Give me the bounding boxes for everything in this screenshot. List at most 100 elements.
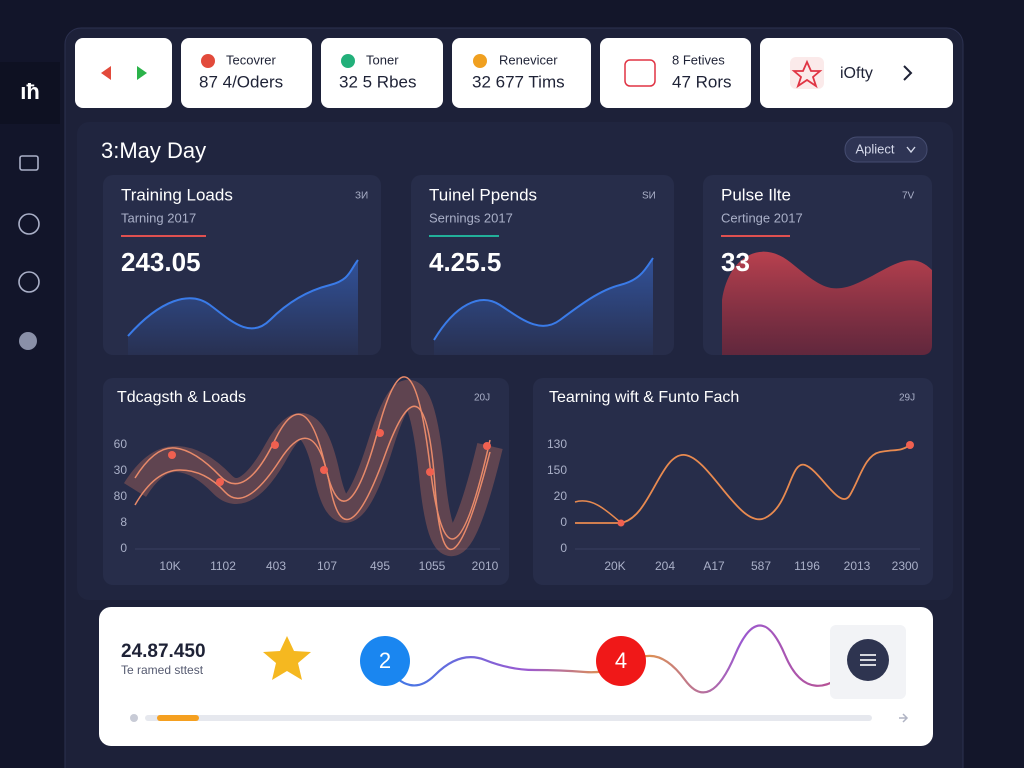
metric-corner: 7V bbox=[902, 191, 915, 202]
logo: ıħ bbox=[20, 79, 40, 104]
card-icon bbox=[201, 54, 215, 68]
point bbox=[168, 451, 176, 459]
card-label: 8 Fetives bbox=[672, 52, 725, 67]
dropdown-icon bbox=[906, 146, 916, 154]
x-label: 20K bbox=[604, 559, 625, 573]
sparkline bbox=[433, 257, 654, 341]
x-label: 1196 bbox=[794, 559, 820, 573]
y-label: 0 bbox=[560, 541, 567, 555]
nav-icon[interactable] bbox=[19, 155, 39, 171]
stat-card[interactable] bbox=[181, 38, 312, 108]
card-value: 87 4/Oders bbox=[199, 72, 283, 91]
point bbox=[216, 478, 224, 486]
sparkline-area bbox=[128, 260, 358, 355]
x-label: 403 bbox=[266, 559, 286, 573]
filter-label: Apliect bbox=[855, 141, 894, 156]
nav-card[interactable] bbox=[75, 38, 172, 108]
menu-icon bbox=[860, 654, 876, 666]
y-label: 60 bbox=[114, 437, 128, 451]
x-label: 1102 bbox=[210, 559, 236, 573]
area-chart bbox=[722, 251, 932, 355]
card-value: 32 677 Tims bbox=[472, 72, 565, 91]
point bbox=[483, 442, 491, 450]
point bbox=[617, 519, 625, 527]
star bbox=[263, 636, 311, 680]
progress-fill bbox=[157, 715, 199, 721]
progress-track bbox=[145, 715, 872, 721]
metric-subtitle: Certinge 2017 bbox=[721, 210, 803, 225]
point bbox=[320, 466, 328, 474]
x-label: 495 bbox=[370, 559, 390, 573]
y-label: 8 bbox=[120, 515, 127, 529]
chart-title: Tdcagsth & Loads bbox=[117, 389, 246, 406]
metric-corner: ЗИ bbox=[355, 191, 368, 202]
badge[interactable] bbox=[360, 636, 410, 686]
track-dot bbox=[130, 714, 138, 722]
card-label: iOfty bbox=[840, 65, 873, 82]
stat-card[interactable] bbox=[452, 38, 591, 108]
sparkline bbox=[127, 259, 359, 337]
card-label: Toner bbox=[366, 52, 399, 67]
line bbox=[575, 444, 911, 524]
y-label: 0 bbox=[560, 515, 567, 529]
nav-icon[interactable] bbox=[18, 213, 40, 235]
y-label: 130 bbox=[547, 437, 567, 451]
footer-value: 24.87.450 bbox=[121, 641, 206, 662]
chart-corner: 29J bbox=[899, 393, 915, 404]
x-label: 107 bbox=[317, 559, 337, 573]
metric-title: Tuinel Ppends bbox=[429, 185, 537, 204]
chevron[interactable] bbox=[903, 65, 913, 81]
card-icon bbox=[473, 54, 487, 68]
y-label: 0 bbox=[120, 541, 127, 555]
x-label: 1055 bbox=[419, 559, 446, 573]
y-label: 20 bbox=[554, 489, 568, 503]
badge-label: 4 bbox=[615, 648, 627, 673]
filter-button[interactable] bbox=[844, 136, 928, 163]
stat-card[interactable] bbox=[600, 38, 751, 108]
band-lower bbox=[134, 405, 491, 551]
chart-card bbox=[533, 378, 933, 585]
point bbox=[376, 429, 384, 437]
x-label: 10K bbox=[159, 559, 180, 573]
point bbox=[906, 441, 914, 449]
nav-icon[interactable] bbox=[18, 271, 40, 293]
x-label: A17 bbox=[703, 559, 725, 573]
point bbox=[271, 441, 279, 449]
chart-title: Tearning wift & Funto Fach bbox=[549, 389, 739, 406]
arrow-left[interactable] bbox=[101, 66, 111, 80]
card-icon bbox=[341, 54, 355, 68]
card-value: 47 Rors bbox=[672, 72, 732, 91]
points bbox=[168, 429, 491, 486]
nav-icon[interactable] bbox=[19, 332, 37, 350]
footer-caption: Te ramed sttest bbox=[121, 663, 204, 677]
arrow-right[interactable] bbox=[137, 66, 147, 80]
card-label: Tecovrer bbox=[226, 52, 277, 67]
point bbox=[426, 468, 434, 476]
x-label: 204 bbox=[655, 559, 675, 573]
sparkline-area bbox=[434, 258, 653, 355]
section-title: 3:May Day bbox=[101, 138, 206, 163]
metric-title: Pulse Ilte bbox=[721, 185, 791, 204]
card-icon bbox=[624, 59, 656, 87]
metric-subtitle: Sernings 2017 bbox=[429, 210, 513, 225]
star-icon bbox=[791, 59, 823, 89]
line bbox=[574, 500, 621, 523]
metric-subtitle: Tarning 2017 bbox=[121, 210, 196, 225]
logo-bg bbox=[0, 62, 60, 124]
chart-corner: 20J bbox=[474, 393, 490, 404]
card-label: Renevicer bbox=[499, 52, 558, 67]
next-arrow[interactable] bbox=[899, 713, 909, 723]
card-value: 32 5 Rbes bbox=[339, 72, 417, 91]
metric-value: 243.05 bbox=[121, 247, 201, 277]
metric-value: 4.25.5 bbox=[429, 247, 501, 277]
chart-card bbox=[103, 378, 509, 585]
x-label: 2010 bbox=[472, 559, 499, 573]
y-label: 150 bbox=[547, 463, 567, 477]
metric-title: Training Loads bbox=[121, 185, 233, 204]
x-label: 2013 bbox=[844, 559, 871, 573]
badge[interactable] bbox=[596, 636, 646, 686]
profile-card[interactable] bbox=[760, 38, 953, 108]
footer-card bbox=[99, 607, 933, 746]
sidebar bbox=[0, 0, 60, 768]
